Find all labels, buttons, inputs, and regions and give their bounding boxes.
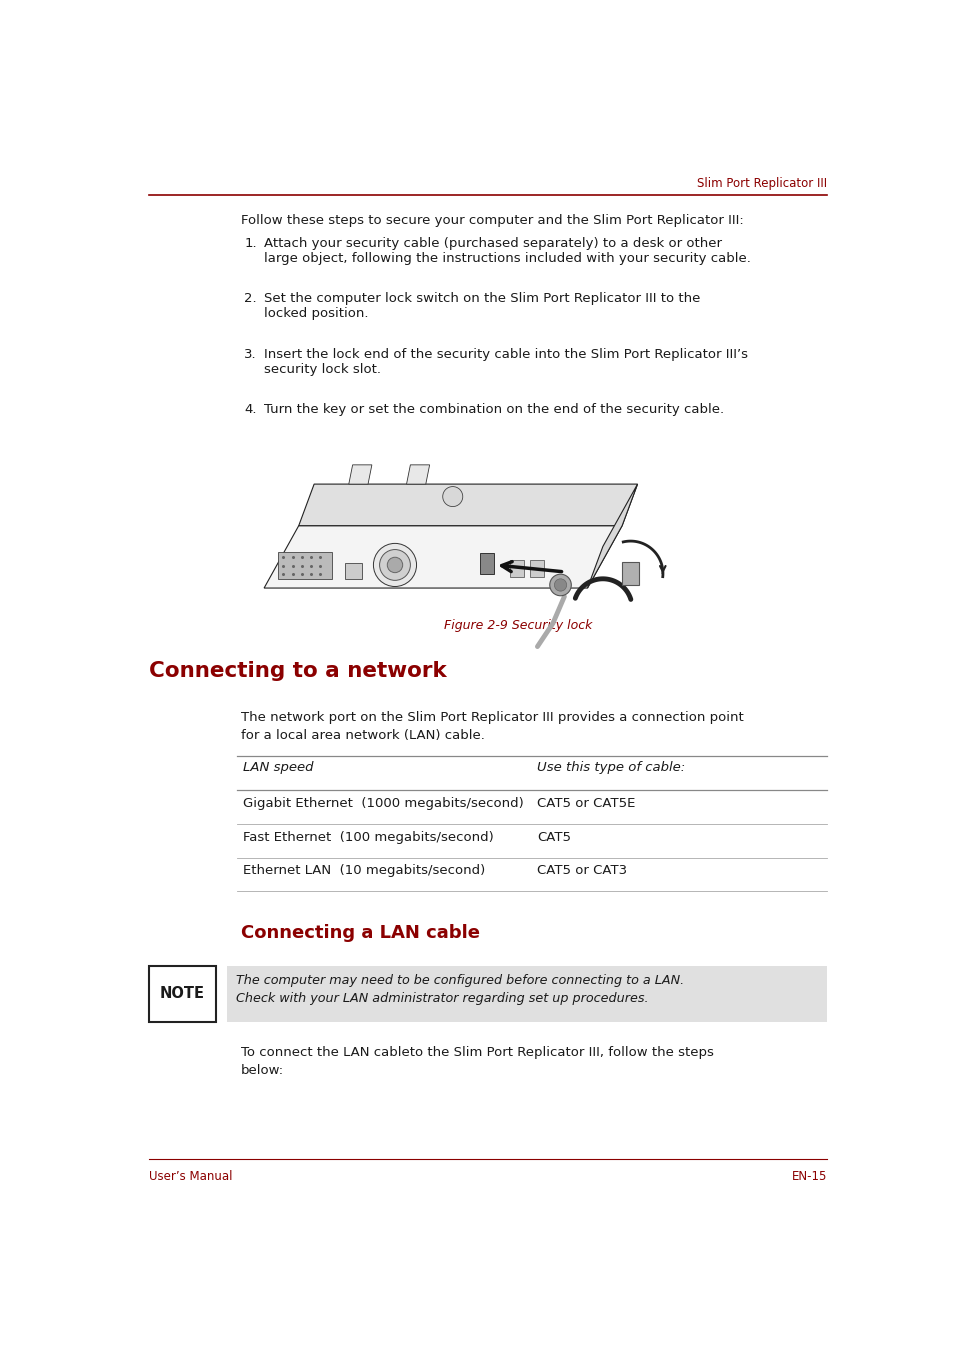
- Text: Slim Port Replicator III: Slim Port Replicator III: [696, 177, 826, 189]
- Text: CAT5: CAT5: [537, 830, 571, 844]
- Text: Gigabit Ethernet  (1000 megabits/second): Gigabit Ethernet (1000 megabits/second): [243, 796, 523, 810]
- Polygon shape: [298, 484, 637, 526]
- Text: 2.: 2.: [244, 292, 256, 306]
- Text: Connecting a LAN cable: Connecting a LAN cable: [241, 923, 479, 942]
- Bar: [479, 553, 493, 575]
- Text: User’s Manual: User’s Manual: [149, 1169, 232, 1183]
- Bar: [345, 564, 361, 579]
- Polygon shape: [349, 465, 372, 484]
- Text: Attach your security cable (purchased separately) to a desk or other
large objec: Attach your security cable (purchased se…: [264, 237, 750, 265]
- Text: 4.: 4.: [244, 403, 256, 416]
- Polygon shape: [621, 562, 639, 585]
- Circle shape: [387, 557, 402, 573]
- Text: 1.: 1.: [244, 237, 256, 250]
- Circle shape: [373, 544, 416, 587]
- Text: Set the computer lock switch on the Slim Port Replicator III to the
locked posit: Set the computer lock switch on the Slim…: [264, 292, 700, 320]
- Circle shape: [549, 575, 571, 596]
- Text: NOTE: NOTE: [160, 987, 205, 1002]
- Bar: [149, 967, 216, 1022]
- Text: CAT5 or CAT3: CAT5 or CAT3: [537, 864, 627, 877]
- Polygon shape: [406, 465, 429, 484]
- Text: The computer may need to be configured before connecting to a LAN.
Check with yo: The computer may need to be configured b…: [236, 973, 683, 1006]
- Bar: [529, 560, 543, 576]
- Bar: [510, 560, 524, 576]
- Text: Figure 2-9 Security lock: Figure 2-9 Security lock: [444, 619, 592, 631]
- Text: LAN speed: LAN speed: [243, 761, 314, 773]
- Text: CAT5 or CAT5E: CAT5 or CAT5E: [537, 796, 635, 810]
- Circle shape: [442, 487, 462, 507]
- Bar: [227, 967, 826, 1022]
- Text: 3.: 3.: [244, 347, 256, 361]
- Text: EN-15: EN-15: [791, 1169, 826, 1183]
- Text: Insert the lock end of the security cable into the Slim Port Replicator III’s
se: Insert the lock end of the security cabl…: [264, 347, 747, 376]
- Circle shape: [554, 579, 566, 591]
- Polygon shape: [264, 526, 621, 588]
- Text: Use this type of cable:: Use this type of cable:: [537, 761, 685, 773]
- Text: The network port on the Slim Port Replicator III provides a connection point
for: The network port on the Slim Port Replic…: [241, 711, 743, 742]
- Text: Ethernet LAN  (10 megabits/second): Ethernet LAN (10 megabits/second): [243, 864, 485, 877]
- Circle shape: [379, 549, 410, 580]
- Text: Turn the key or set the combination on the end of the security cable.: Turn the key or set the combination on t…: [264, 403, 723, 416]
- Bar: [277, 552, 332, 579]
- Text: Fast Ethernet  (100 megabits/second): Fast Ethernet (100 megabits/second): [243, 830, 494, 844]
- Text: Follow these steps to secure your computer and the Slim Port Replicator III:: Follow these steps to secure your comput…: [241, 214, 743, 227]
- Text: Connecting to a network: Connecting to a network: [149, 661, 446, 681]
- Text: To connect the LAN cableto the Slim Port Replicator III, follow the steps
below:: To connect the LAN cableto the Slim Port…: [241, 1046, 713, 1078]
- Polygon shape: [587, 484, 637, 588]
